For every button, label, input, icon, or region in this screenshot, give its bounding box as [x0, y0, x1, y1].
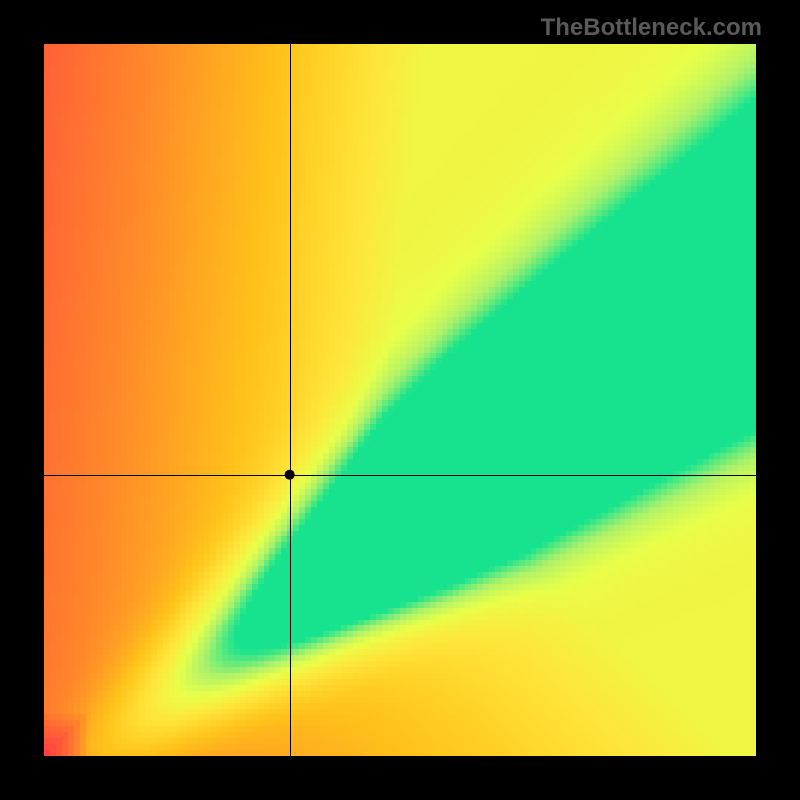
watermark-text: TheBottleneck.com [541, 14, 762, 42]
bottleneck-heatmap [0, 0, 800, 800]
